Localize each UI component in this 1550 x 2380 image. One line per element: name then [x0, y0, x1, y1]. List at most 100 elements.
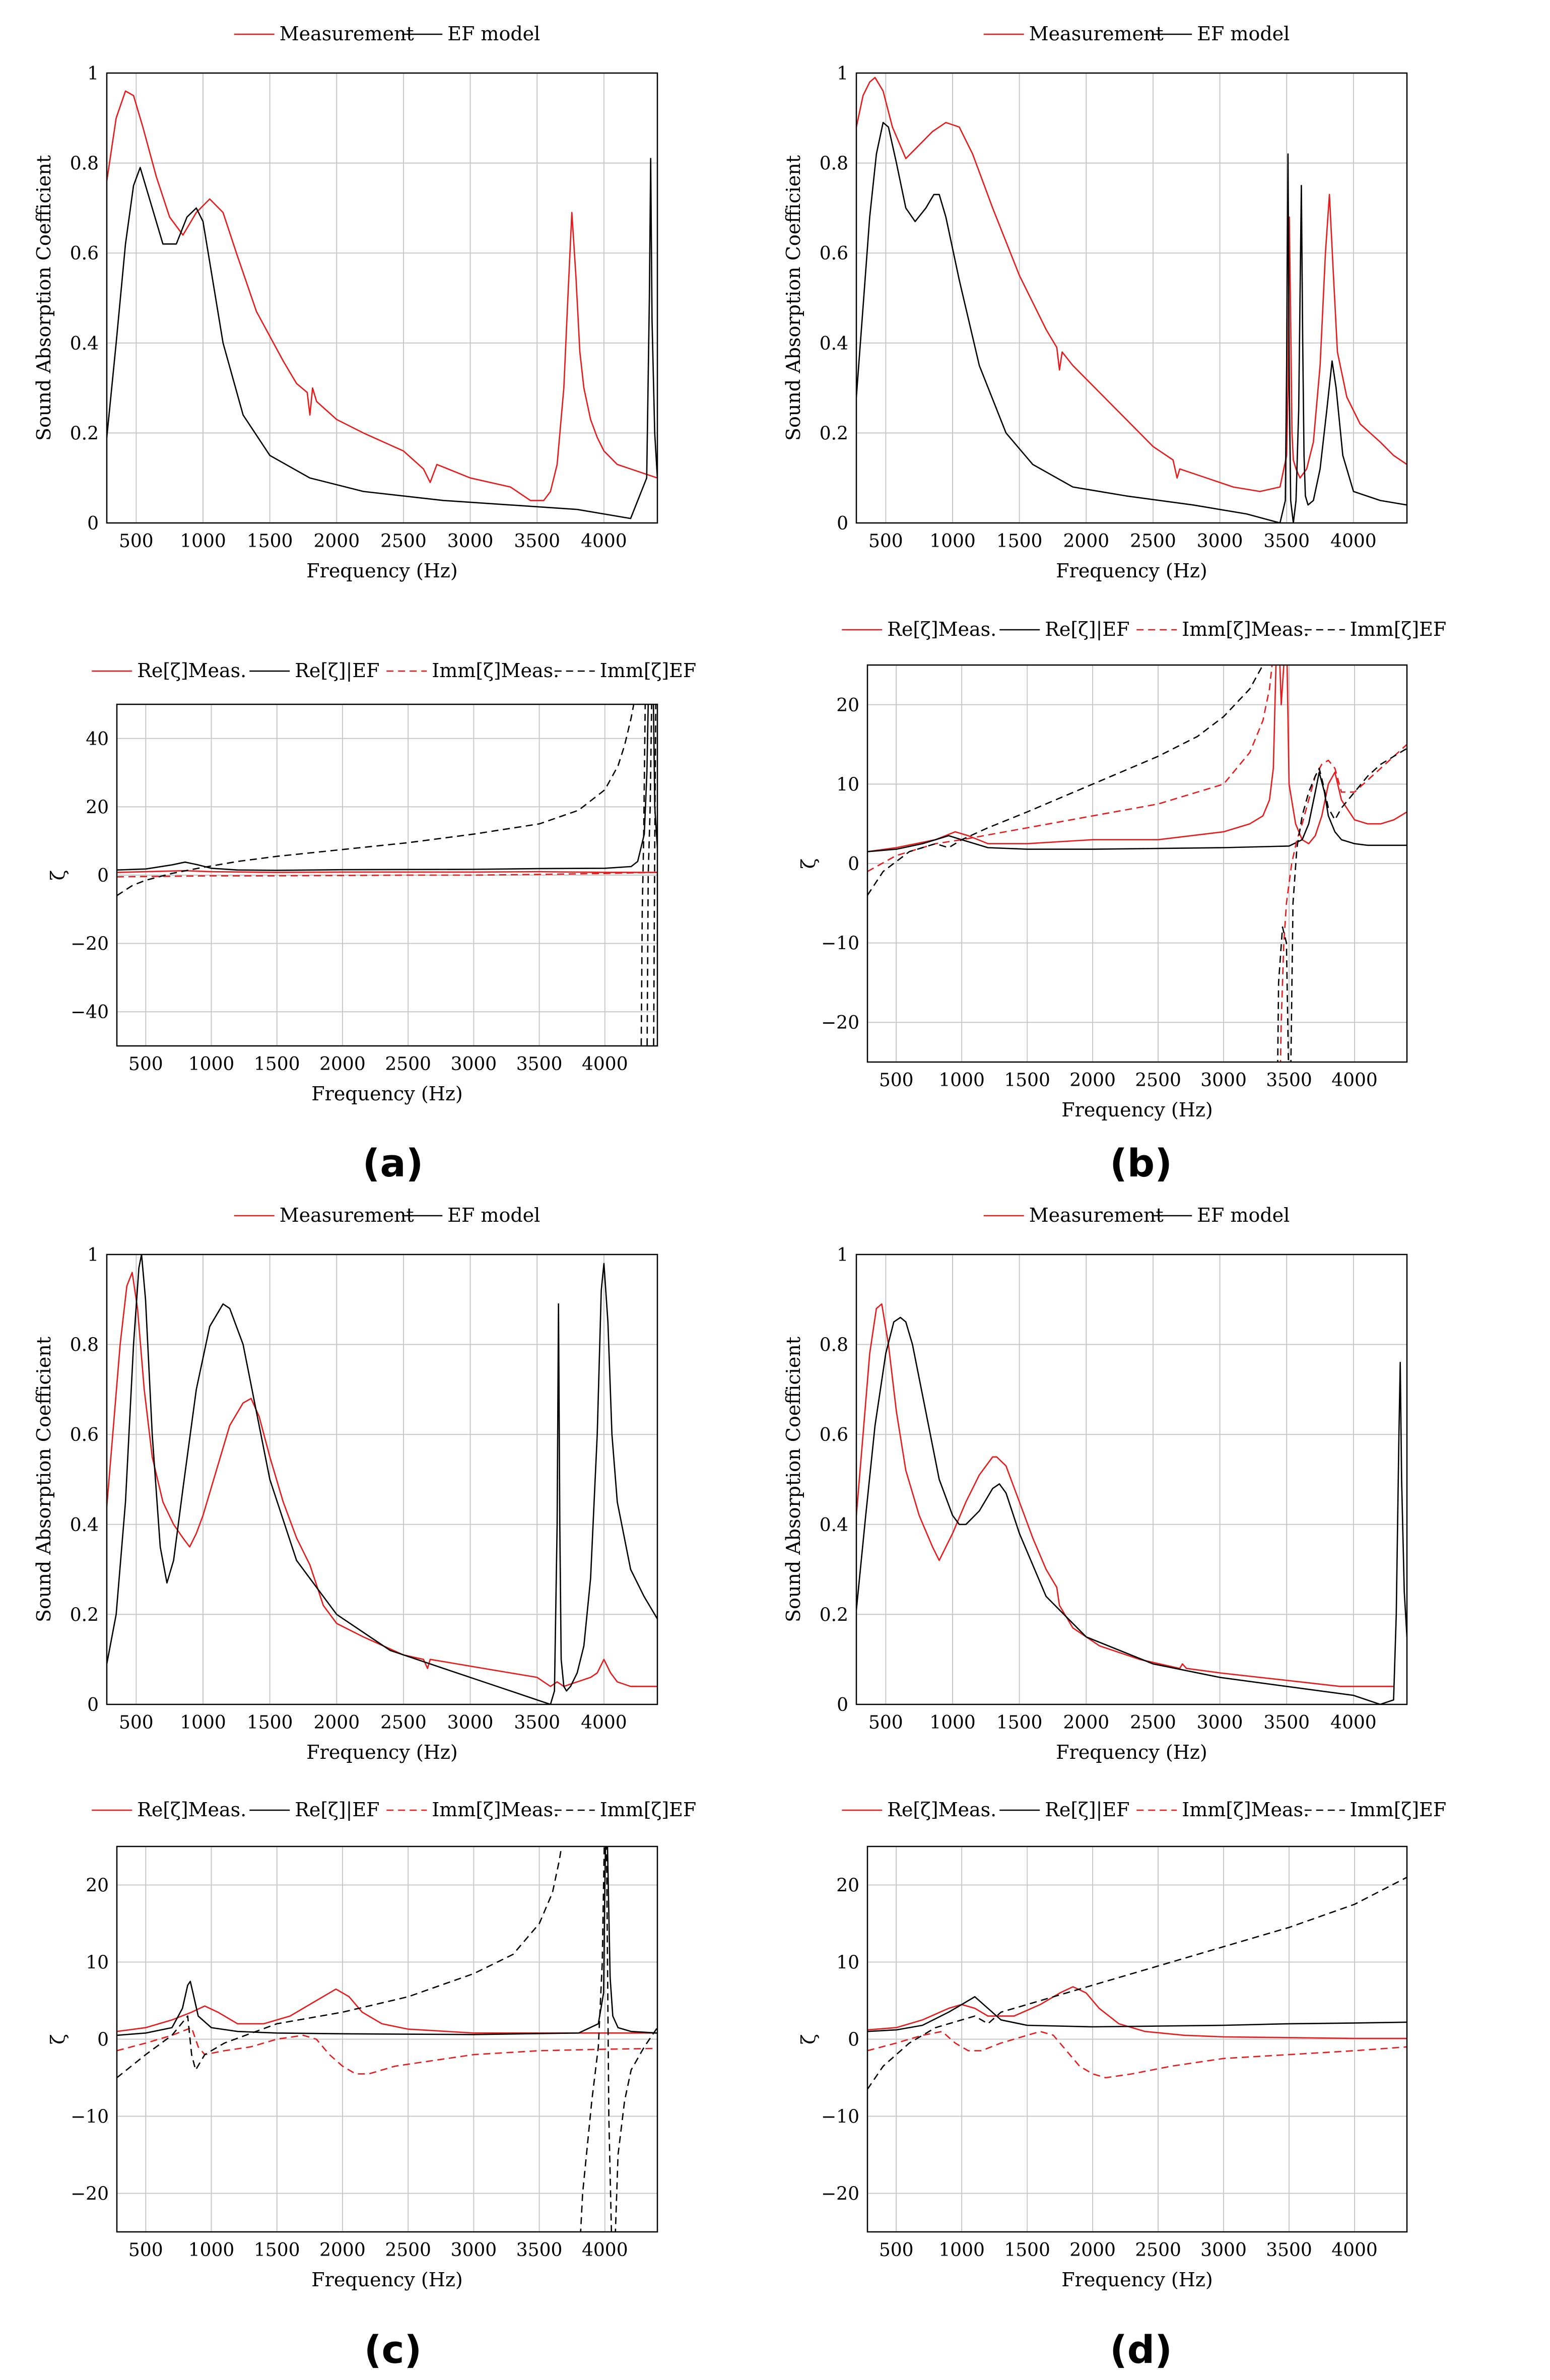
- x-tick-label: 3500: [1263, 1712, 1310, 1733]
- x-axis-label: Frequency (Hz): [1056, 1741, 1207, 1763]
- series-line: [580, 1846, 605, 2232]
- y-tick-label: 0.6: [70, 243, 99, 264]
- legend: Measurement EF model: [983, 23, 1290, 45]
- x-tick-label: 500: [868, 531, 903, 552]
- legend-label: Re[ζ]Meas.: [137, 1799, 246, 1821]
- series-group: [867, 665, 1407, 1062]
- y-tick-label: 20: [836, 1876, 859, 1896]
- legend-label: Imm[ζ]EF: [1350, 1799, 1446, 1821]
- series-line: [856, 1303, 1394, 1687]
- y-tick-label: 1: [837, 1245, 848, 1266]
- y-axis-label: ζ: [797, 858, 820, 869]
- plot-frame: [866, 1845, 1408, 2233]
- x-axis-label: Frequency (Hz): [1061, 2269, 1212, 2291]
- x-tick-label: 2000: [1063, 531, 1109, 552]
- x-tick-label: 4000: [581, 1712, 627, 1733]
- x-axis-label: Frequency (Hz): [306, 560, 457, 582]
- x-tick-label: 4000: [1331, 2240, 1378, 2261]
- x-tick-label: 3500: [516, 1054, 563, 1075]
- y-tick-label: 0.2: [820, 1605, 848, 1625]
- series-line: [1277, 926, 1290, 1062]
- series-group: [117, 704, 657, 1046]
- y-tick-label: 0: [87, 513, 99, 534]
- x-tick-label: 3000: [1200, 1070, 1247, 1091]
- series-line: [1290, 748, 1407, 1062]
- grid: [117, 1846, 657, 2232]
- x-tick-label: 2000: [1069, 1070, 1116, 1091]
- tick-labels: 500 1000 1500 2000 2500 3000 3500 4000 0 0.2 0.4 0.…: [820, 1245, 1377, 1733]
- legend-label: Measurement: [280, 1204, 414, 1226]
- y-tick-label: 20: [86, 1876, 109, 1896]
- legend-label: Imm[ζ]EF: [1350, 618, 1446, 640]
- x-tick-label: 3000: [447, 1712, 494, 1733]
- x-tick-label: 500: [128, 2240, 163, 2261]
- panel-label-b-text: (b): [1110, 1141, 1172, 1185]
- y-tick-label: 20: [836, 695, 859, 716]
- x-tick-label: 1000: [938, 1070, 985, 1091]
- y-tick-label: 0.2: [820, 423, 848, 444]
- x-tick-label: 2500: [1130, 531, 1176, 552]
- y-tick-label: 0.2: [70, 423, 99, 444]
- series-line: [117, 2027, 657, 2075]
- series-line: [867, 665, 1273, 872]
- legend-label: Measurement: [1029, 23, 1164, 45]
- x-tick-label: 1000: [929, 531, 976, 552]
- y-tick-label: 0.8: [820, 1335, 848, 1356]
- x-tick-label: 1000: [180, 531, 226, 552]
- chart-c-absorption: 500 1000 1500 2000 2500 3000 3500 4000 0 0.2 0.4 0.…: [33, 1204, 658, 1763]
- series-group: [856, 77, 1407, 523]
- y-tick-label: 0.4: [820, 1515, 848, 1536]
- x-tick-label: 2500: [1130, 1712, 1176, 1733]
- y-tick-label: 0: [87, 1695, 99, 1715]
- legend: Re[ζ]Meas. Re[ζ]|EF Imm[ζ]Meas. Imm[ζ]EF: [92, 1799, 696, 1821]
- legend-label: Measurement: [1029, 1204, 1164, 1226]
- y-tick-label: 40: [86, 729, 109, 750]
- x-tick-label: 500: [879, 2240, 914, 2261]
- x-tick-label: 500: [119, 531, 154, 552]
- x-tick-label: 3500: [516, 2240, 563, 2261]
- x-tick-label: 4000: [1331, 1070, 1378, 1091]
- y-tick-label: 1: [837, 63, 848, 84]
- y-axis-label: ζ: [47, 870, 69, 881]
- x-tick-label: 1500: [996, 531, 1043, 552]
- series-line: [107, 1254, 657, 1704]
- x-tick-label: 1000: [188, 1054, 235, 1075]
- legend-label: Measurement: [280, 23, 414, 45]
- panel-label-d: (d): [1110, 2327, 1172, 2372]
- series-line: [605, 1846, 613, 2232]
- y-tick-label: 0.6: [820, 1425, 848, 1445]
- series-line: [107, 158, 657, 519]
- x-tick-label: 3500: [514, 1712, 560, 1733]
- y-tick-label: 0: [97, 866, 109, 886]
- legend-label: EF model: [1197, 23, 1290, 45]
- legend: Re[ζ]Meas. Re[ζ]|EF Imm[ζ]Meas. Imm[ζ]EF: [92, 659, 696, 682]
- chart-d-absorption: 500 1000 1500 2000 2500 3000 3500 4000 0 0.2 0.4 0.…: [782, 1204, 1408, 1763]
- x-tick-label: 3000: [1197, 1712, 1243, 1733]
- panel-label-a-text: (a): [363, 1141, 424, 1185]
- plot-frame: [116, 703, 658, 1047]
- chart-a-impedance: 500 1000 1500 2000 2500 3000 3500 4000 −40 −20 0 20…: [47, 659, 696, 1105]
- series-line: [653, 704, 657, 1046]
- grid: [117, 704, 657, 1046]
- series-group: [107, 1254, 657, 1704]
- x-tick-label: 1000: [188, 2240, 235, 2261]
- y-tick-label: −10: [71, 2107, 109, 2128]
- plot-frame: [106, 1253, 658, 1705]
- y-tick-label: −20: [821, 2184, 859, 2205]
- grid: [107, 73, 657, 523]
- series-line: [1279, 744, 1407, 1062]
- x-tick-label: 3000: [451, 2240, 497, 2261]
- grid: [856, 73, 1407, 523]
- x-tick-label: 3000: [1197, 531, 1243, 552]
- legend-label: Re[ζ]Meas.: [887, 1799, 996, 1821]
- x-tick-label: 2000: [319, 1054, 366, 1075]
- panel-label-d-text: (d): [1110, 2327, 1172, 2372]
- grid: [867, 1846, 1407, 2232]
- series-line: [856, 121, 1407, 523]
- legend: Re[ζ]Meas. Re[ζ]|EF Imm[ζ]Meas. Imm[ζ]EF: [842, 618, 1446, 640]
- legend: Measurement EF model: [983, 1204, 1290, 1226]
- x-tick-label: 1500: [247, 531, 293, 552]
- legend-label: Re[ζ]|EF: [295, 659, 379, 682]
- series-group: [867, 1877, 1407, 2090]
- x-tick-label: 2500: [1135, 2240, 1181, 2261]
